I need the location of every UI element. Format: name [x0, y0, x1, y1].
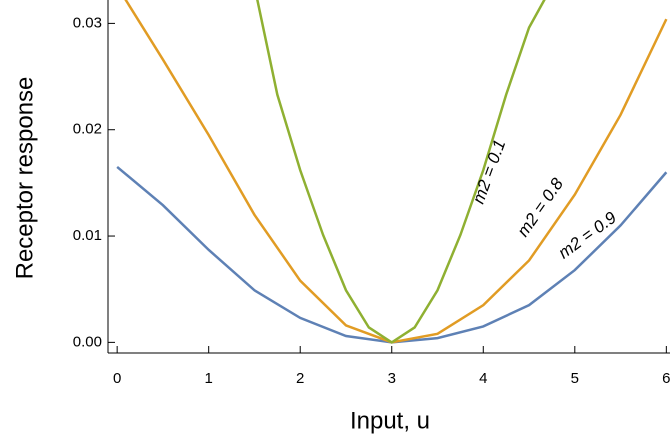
y-axis-label: Receptor response [11, 77, 38, 280]
series-label: m2 = 0.1 [469, 137, 510, 206]
plot-area [116, 0, 668, 344]
series-line [124, 0, 668, 344]
series-line [116, 165, 668, 344]
y-tick-label: 0.03 [73, 14, 102, 31]
x-tick-label: 5 [571, 370, 579, 387]
series-label: m2 = 0.8 [513, 174, 567, 240]
x-tick-label: 4 [479, 370, 487, 387]
x-tick-label: 2 [296, 370, 304, 387]
x-tick-label: 3 [388, 370, 396, 387]
x-tick-label: 1 [205, 370, 213, 387]
x-axis-label: Input, u [350, 407, 430, 434]
y-tick-label: 0.01 [73, 227, 102, 244]
y-tick-label: 0.02 [73, 121, 102, 138]
x-tick-label: 0 [113, 370, 121, 387]
series-line [256, 0, 546, 344]
y-tick-label: 0.00 [73, 333, 102, 350]
x-tick-label: 6 [662, 370, 670, 387]
